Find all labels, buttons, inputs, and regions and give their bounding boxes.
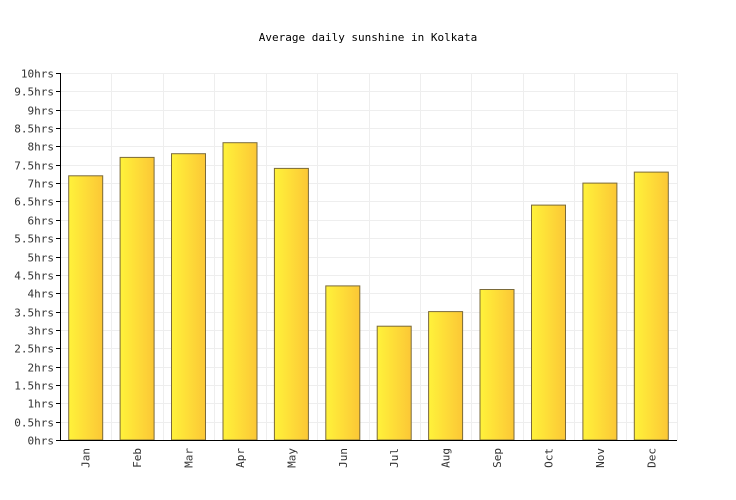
y-tick-label: 4hrs: [28, 288, 55, 301]
y-tick-label: 2.5hrs: [14, 343, 54, 356]
axes: [56, 73, 677, 441]
x-tick-label: Jan: [80, 448, 93, 468]
x-tick-label: May: [285, 448, 298, 468]
y-axis-tick-labels: 0hrs 0.5hrs 1hrs 1.5hrs 2hrs 2.5hrs 3hrs 3.5hrs…: [14, 68, 54, 448]
y-tick-label: 0.5hrs: [14, 417, 54, 430]
bar-apr: [222, 142, 258, 441]
y-tick-label: 4.5hrs: [14, 270, 54, 283]
bar-aug: [428, 311, 464, 441]
x-tick-label: Feb: [131, 448, 144, 468]
y-tick-label: 3.5hrs: [14, 307, 54, 320]
bar-jul: [376, 325, 412, 441]
x-tick-label: Nov: [594, 448, 607, 468]
bar-nov: [582, 182, 618, 441]
x-tick-label: Sep: [491, 448, 504, 468]
y-tick-label: 0hrs: [28, 435, 55, 448]
x-tick-label: Apr: [234, 448, 247, 468]
bars: [68, 142, 669, 441]
y-tick-label: 5.5hrs: [14, 233, 54, 246]
grid-lines: [60, 73, 678, 440]
x-tick-label: Dec: [645, 448, 658, 468]
y-tick-label: 1hrs: [28, 398, 55, 411]
x-axis-tick-labels: Jan Feb Mar Apr May Jun Jul Aug Sep Oct Nov Dec: [80, 448, 659, 468]
bar-may: [273, 167, 309, 441]
y-tick-label: 7.5hrs: [14, 160, 54, 173]
x-tick-label: Jun: [337, 448, 350, 468]
x-tick-label: Oct: [542, 448, 555, 468]
bar-jun: [325, 285, 361, 441]
y-tick-label: 9.5hrs: [14, 86, 54, 99]
bar-jan: [68, 175, 104, 441]
x-tick-label: Mar: [183, 448, 196, 468]
x-tick-label: Aug: [440, 448, 453, 468]
bar-sep: [479, 289, 515, 441]
y-tick-label: 7hrs: [28, 178, 55, 191]
y-tick-label: 5hrs: [28, 252, 55, 265]
y-tick-label: 8hrs: [28, 141, 55, 154]
y-tick-label: 10hrs: [21, 68, 54, 81]
y-tick-label: 2hrs: [28, 362, 55, 375]
bar-mar: [171, 153, 206, 441]
x-tick-label: Jul: [388, 448, 401, 468]
y-tick-label: 9hrs: [28, 105, 55, 118]
chart-title: Average daily sunshine in Kolkata: [259, 31, 478, 44]
y-tick-label: 6hrs: [28, 215, 55, 228]
bar-dec: [633, 171, 669, 441]
y-tick-label: 8.5hrs: [14, 123, 54, 136]
y-tick-label: 3hrs: [28, 325, 55, 338]
bar-oct: [531, 204, 566, 441]
y-tick-label: 1.5hrs: [14, 380, 54, 393]
y-tick-label: 6.5hrs: [14, 196, 54, 209]
bar-feb: [119, 156, 155, 441]
